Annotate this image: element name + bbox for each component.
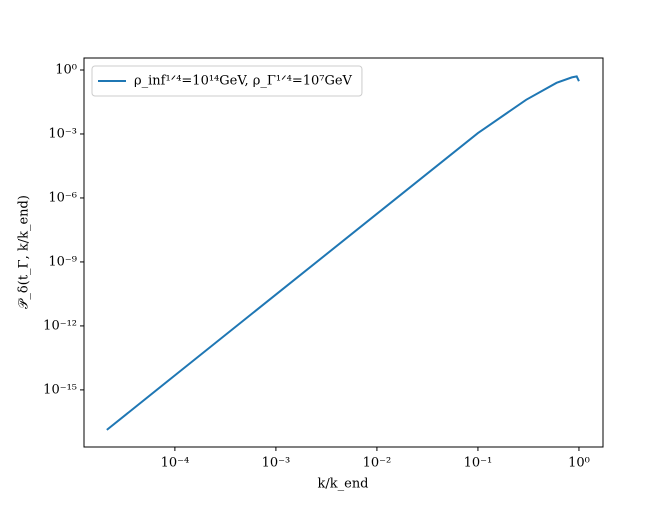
y-axis-label: 𝒫_δ(t_Γ, k/k_end) — [17, 195, 32, 309]
x-tick-label: 10⁻⁴ — [161, 456, 190, 471]
x-tick-label: 10⁰ — [568, 456, 590, 471]
y-tick-label: 10⁻¹⁵ — [43, 382, 77, 397]
x-tick-label: 10⁻³ — [262, 456, 291, 471]
y-tick-label: 10⁻⁶ — [48, 190, 77, 205]
x-axis-label: k/k_end — [317, 477, 368, 492]
y-tick-label: 10⁻¹² — [43, 318, 77, 333]
data-line — [106, 75, 580, 431]
plot-frame — [83, 57, 604, 448]
legend-box — [91, 65, 363, 97]
y-tick-label: 10⁻³ — [48, 126, 77, 141]
legend-label: ρ_inf¹ᐟ⁴=10¹⁴GeV, ρ_Γ¹ᐟ⁴=10⁷GeV — [134, 74, 353, 89]
x-tick-label: 10⁻² — [363, 456, 392, 471]
y-tick-label: 10⁰ — [55, 62, 77, 77]
y-tick-label: 10⁻⁹ — [48, 254, 77, 269]
x-tick-label: 10⁻¹ — [464, 456, 493, 471]
